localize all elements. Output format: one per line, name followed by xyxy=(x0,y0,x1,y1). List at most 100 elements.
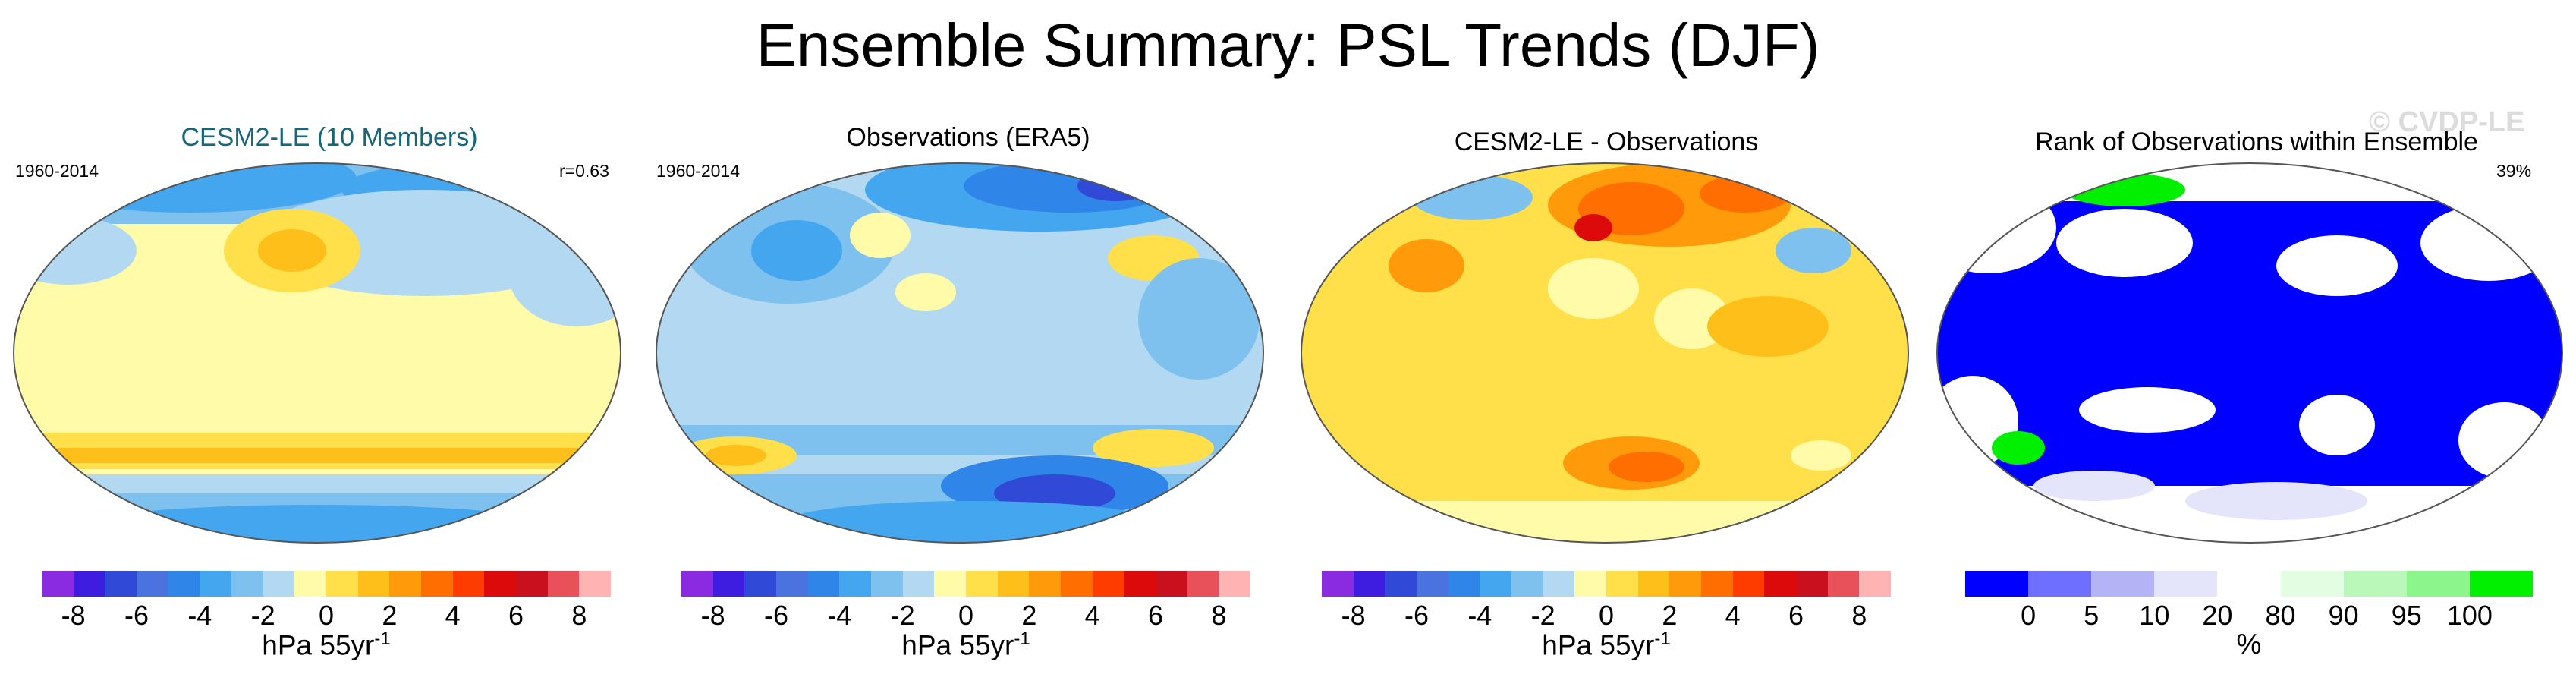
colorbar-1-tick: 8 xyxy=(571,600,587,631)
colorbar-2-ticks: -8 -6 -4 -2 0 2 4 6 8 xyxy=(681,600,1250,633)
colorbar-1-swatch xyxy=(294,571,327,597)
colorbar-2 xyxy=(681,571,1251,597)
colorbar-1-swatch xyxy=(389,571,422,597)
colorbar-3-tick: 6 xyxy=(1788,600,1804,631)
colorbar-rank-tick: 90 xyxy=(2328,600,2359,631)
colorbar-1-tick: 6 xyxy=(508,600,524,631)
colorbar-3-tick: -4 xyxy=(1467,600,1492,631)
panel-2-period: 1960-2014 xyxy=(656,161,740,181)
panel-3-title: CESM2-LE - Observations xyxy=(1454,128,1759,156)
panel-4-percent: 39% xyxy=(2496,161,2532,181)
colorbar-2-tick: -8 xyxy=(700,600,725,631)
colorbar-2-swatch xyxy=(807,571,840,597)
colorbar-2-swatch xyxy=(1092,571,1124,597)
colorbar-3-tick: 8 xyxy=(1851,600,1867,631)
colorbar-2-swatch xyxy=(1187,571,1219,597)
figure-title: Ensemble Summary: PSL Trends (DJF) xyxy=(756,11,1820,79)
colorbar-2-swatch xyxy=(712,571,745,597)
colorbar-rank-units: % xyxy=(2236,629,2262,660)
colorbar-1-tick: -4 xyxy=(187,600,212,631)
colorbar-rank-tick: 95 xyxy=(2391,600,2422,631)
colorbar-2-tick: -6 xyxy=(763,600,788,631)
colorbar-rank-swatch xyxy=(2469,571,2534,597)
colorbar-rank-tick: 100 xyxy=(2446,600,2493,631)
colorbar-rank-swatch xyxy=(2154,571,2218,597)
map-outline xyxy=(1301,162,1909,544)
colorbar-1-swatch xyxy=(200,571,232,597)
colorbar-1-swatch xyxy=(105,571,137,597)
map-rank xyxy=(1937,163,2562,543)
colorbar-2-tick: -2 xyxy=(890,600,915,631)
colorbar-1-swatch xyxy=(326,571,359,597)
map-outline xyxy=(13,162,621,544)
colorbar-rank-swatch xyxy=(2280,571,2345,597)
colorbar-rank-swatch xyxy=(2091,571,2155,597)
colorbar-3-swatch xyxy=(1796,571,1829,597)
panel-1-period: 1960-2014 xyxy=(15,161,99,181)
colorbar-1-swatch xyxy=(357,571,390,597)
colorbar-1-swatch xyxy=(73,571,105,597)
colorbar-1-ticks: -8 -6 -4 -2 0 2 4 6 8 xyxy=(42,600,611,633)
colorbar-rank-swatch xyxy=(2406,571,2471,597)
colorbar-1 xyxy=(42,571,612,597)
colorbar-3-swatch xyxy=(1480,571,1512,597)
panel-1-title: CESM2-LE (10 Members) xyxy=(181,123,478,152)
colorbar-1-swatch xyxy=(547,571,580,597)
colorbar-1-tick: 4 xyxy=(445,600,461,631)
map-outline xyxy=(656,162,1264,544)
colorbar-2-swatch xyxy=(776,571,809,597)
colorbar-rank-swatch xyxy=(2028,571,2092,597)
colorbar-1-swatch xyxy=(452,571,485,597)
colorbar-1-swatch xyxy=(421,571,454,597)
colorbar-1-swatch xyxy=(579,571,612,597)
colorbar-1-swatch xyxy=(137,571,169,597)
colorbar-rank-ticks: 0 5 10 20 80 90 95 100 xyxy=(1965,600,2533,633)
colorbar-3-tick: -2 xyxy=(1530,600,1555,631)
colorbar-rank-swatch xyxy=(2343,571,2408,597)
colorbar-1-swatch xyxy=(516,571,549,597)
colorbar-2-tick: 2 xyxy=(1021,600,1037,631)
colorbar-1-tick: 2 xyxy=(382,600,398,631)
colorbar-1-swatch xyxy=(42,571,74,597)
colorbar-2-swatch xyxy=(681,571,714,597)
colorbar-rank xyxy=(1965,571,2534,597)
colorbar-2-tick: 4 xyxy=(1084,600,1100,631)
colorbar-rank-tick: 5 xyxy=(2084,600,2099,631)
colorbar-1-tick: -2 xyxy=(250,600,275,631)
colorbar-1-swatch xyxy=(168,571,200,597)
colorbar-2-tick: -4 xyxy=(827,600,852,631)
colorbar-2-swatch xyxy=(934,571,967,597)
colorbar-2-tick: 8 xyxy=(1211,600,1227,631)
colorbar-3-swatch xyxy=(1732,571,1765,597)
colorbar-1-tick: -6 xyxy=(124,600,149,631)
colorbar-3-tick: 2 xyxy=(1662,600,1678,631)
colorbar-3-swatch xyxy=(1637,571,1670,597)
colorbar-3-swatch xyxy=(1385,571,1417,597)
colorbar-2-swatch xyxy=(744,571,777,597)
colorbar-2-tick: 0 xyxy=(958,600,974,631)
colorbar-3-swatch xyxy=(1543,571,1575,597)
colorbar-3-swatch xyxy=(1827,571,1860,597)
panel-2-title: Observations (ERA5) xyxy=(846,123,1090,152)
colorbar-1-swatch xyxy=(231,571,264,597)
panel-1-correlation: r=0.63 xyxy=(559,161,609,181)
map-observations-era5 xyxy=(656,163,1263,543)
colorbar-3 xyxy=(1322,571,1892,597)
colorbar-3-swatch xyxy=(1669,571,1702,597)
colorbar-2-swatch xyxy=(1156,571,1188,597)
colorbar-3-swatch xyxy=(1701,571,1734,597)
colorbar-3-swatch xyxy=(1764,571,1797,597)
colorbar-3-tick: 4 xyxy=(1725,600,1741,631)
colorbar-3-ticks: -8 -6 -4 -2 0 2 4 6 8 xyxy=(1322,600,1891,633)
colorbar-1-swatch xyxy=(484,571,517,597)
colorbar-3-swatch xyxy=(1859,571,1892,597)
colorbar-3-units: hPa 55yr-1 xyxy=(1542,629,1671,661)
colorbar-2-swatch xyxy=(1061,571,1093,597)
colorbar-1-tick: 0 xyxy=(318,600,335,631)
colorbar-2-swatch xyxy=(966,571,999,597)
colorbar-rank-swatch xyxy=(1965,571,2029,597)
colorbar-3-swatch xyxy=(1417,571,1449,597)
colorbar-rank-tick: 10 xyxy=(2139,600,2170,631)
colorbar-2-swatch xyxy=(997,571,1030,597)
